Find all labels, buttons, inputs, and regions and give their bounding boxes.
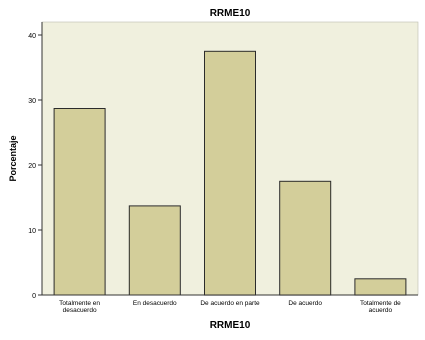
y-tick-label: 30 <box>28 98 36 105</box>
bar <box>204 50 256 296</box>
bars-group <box>53 50 407 296</box>
bar <box>354 278 407 296</box>
chart-title: RRME10 <box>210 8 251 19</box>
y-tick-label: 10 <box>28 228 36 235</box>
x-tick-label: Totalmente de <box>360 300 401 307</box>
x-tick-label: En desacuerdo <box>133 300 177 307</box>
y-tick-label: 20 <box>28 163 36 170</box>
y-tick-label: 0 <box>32 293 36 300</box>
x-tick-label: De acuerdo en parte <box>200 300 260 307</box>
x-tick-label: desacuerdo <box>63 307 97 314</box>
bar <box>279 180 332 296</box>
y-tick-label: 40 <box>28 33 36 40</box>
x-axis-label: RRME10 <box>210 320 251 331</box>
x-tick-label: acuerdo <box>369 307 393 314</box>
y-axis-label: Porcentaje <box>8 135 18 181</box>
bar <box>128 205 181 296</box>
x-tick-label: De acuerdo <box>288 300 322 307</box>
y-axis: 0 10 20 30 40 <box>28 22 43 300</box>
bar <box>53 108 106 296</box>
x-tick-label: Totalmente en <box>59 300 100 307</box>
